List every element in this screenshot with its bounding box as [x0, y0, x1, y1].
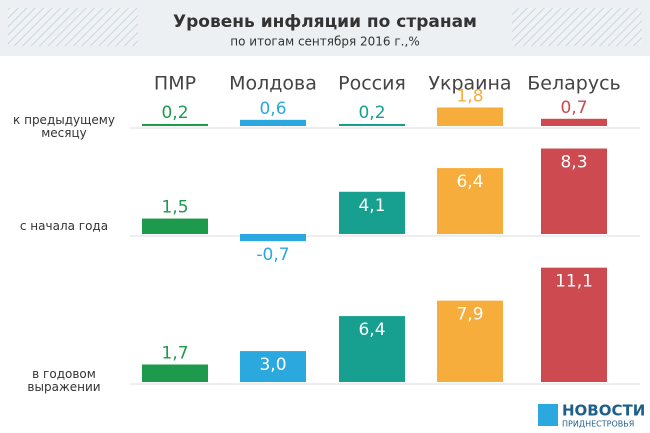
category-label: ПМР [154, 73, 196, 95]
bar [541, 118, 607, 126]
bar [541, 267, 607, 382]
bar [437, 168, 503, 234]
value-label: 3,0 [259, 355, 286, 375]
value-label: 7,9 [456, 305, 483, 325]
category-label: Молдова [229, 73, 317, 95]
bar [339, 123, 405, 126]
bar [339, 191, 405, 234]
bar [142, 123, 208, 126]
value-label: 4,1 [358, 196, 385, 216]
bar [142, 218, 208, 234]
category-label: Украина [428, 73, 511, 95]
bar [541, 148, 607, 234]
bar [240, 234, 306, 242]
logo-title: НОВОСТИ [562, 402, 645, 420]
value-label: 1,5 [161, 198, 188, 218]
logo-subtitle: ПРИДНЕСТРОВЬЯ [562, 420, 634, 429]
chart-title: Уровень инфляции по странам [173, 12, 477, 32]
header-deco [512, 8, 642, 46]
value-label: 6,4 [358, 320, 385, 340]
value-label: 1,8 [456, 86, 483, 106]
value-label: 0,7 [560, 98, 587, 118]
value-label: 1,7 [161, 343, 188, 363]
row-label: в годовом выражении [27, 367, 101, 394]
value-label: -0,7 [256, 245, 289, 265]
logo-icon [538, 404, 558, 426]
category-label: Россия [338, 73, 406, 95]
value-label: 0,6 [259, 99, 286, 119]
header-deco [8, 8, 138, 46]
bar [437, 107, 503, 126]
bar [240, 119, 306, 126]
bar [437, 300, 503, 382]
value-label: 6,4 [456, 172, 483, 192]
category-label: Беларусь [527, 73, 620, 95]
row-label: с начала года [19, 219, 109, 233]
chart-subtitle: по итогам сентября 2016 г.,% [230, 35, 419, 49]
row-label: к предыдущему месяцу [13, 113, 115, 140]
bar [339, 316, 405, 382]
bar [142, 364, 208, 382]
bar [240, 351, 306, 382]
value-label: 8,3 [560, 153, 587, 173]
value-label: 11,1 [555, 272, 593, 292]
value-label: 0,2 [161, 103, 188, 123]
value-label: 0,2 [358, 103, 385, 123]
